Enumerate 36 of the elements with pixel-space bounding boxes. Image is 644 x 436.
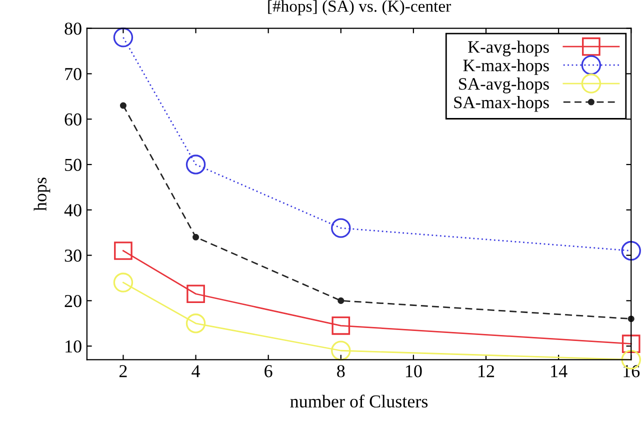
legend-label: K-avg-hops [468, 40, 549, 56]
point [113, 272, 134, 292]
point [113, 28, 134, 48]
point [331, 218, 351, 238]
x-axis-title: number of Clusters [290, 394, 428, 408]
legend-label: K-max-hops [463, 59, 549, 75]
point [332, 316, 350, 335]
point [186, 284, 205, 304]
y-tick-label: 30 [64, 250, 82, 262]
point [331, 340, 351, 360]
x-tick-label: 8 [337, 365, 345, 378]
legend-label: SA-avg-hops [459, 78, 549, 94]
y-axis-title: hops [34, 178, 50, 211]
y-tick-label: 40 [64, 204, 82, 216]
x-tick-label: 10 [406, 365, 422, 378]
point [338, 297, 344, 304]
point [186, 154, 206, 174]
y-tick-label: 80 [64, 22, 82, 35]
x-tick-label: 14 [551, 365, 568, 378]
point [120, 102, 126, 109]
y-tick-label: 10 [66, 340, 82, 353]
chart-title: [#hops] (SA) vs. (K)-center [268, 0, 451, 16]
x-tick-label: 6 [264, 365, 272, 378]
y-tick-label: 70 [65, 68, 82, 80]
point [192, 234, 200, 240]
x-tick-label: 2 [120, 365, 127, 378]
y-tick-label: 60 [64, 113, 82, 126]
legend-label: SA-max-hops [454, 96, 549, 112]
y-tick-label: 50 [65, 158, 82, 171]
point [186, 314, 206, 334]
y-tick-label: 20 [64, 294, 82, 308]
point [114, 242, 132, 260]
x-tick-label: 12 [478, 365, 494, 378]
point [622, 334, 640, 353]
point [621, 240, 641, 261]
x-tick-label: 4 [192, 365, 200, 378]
